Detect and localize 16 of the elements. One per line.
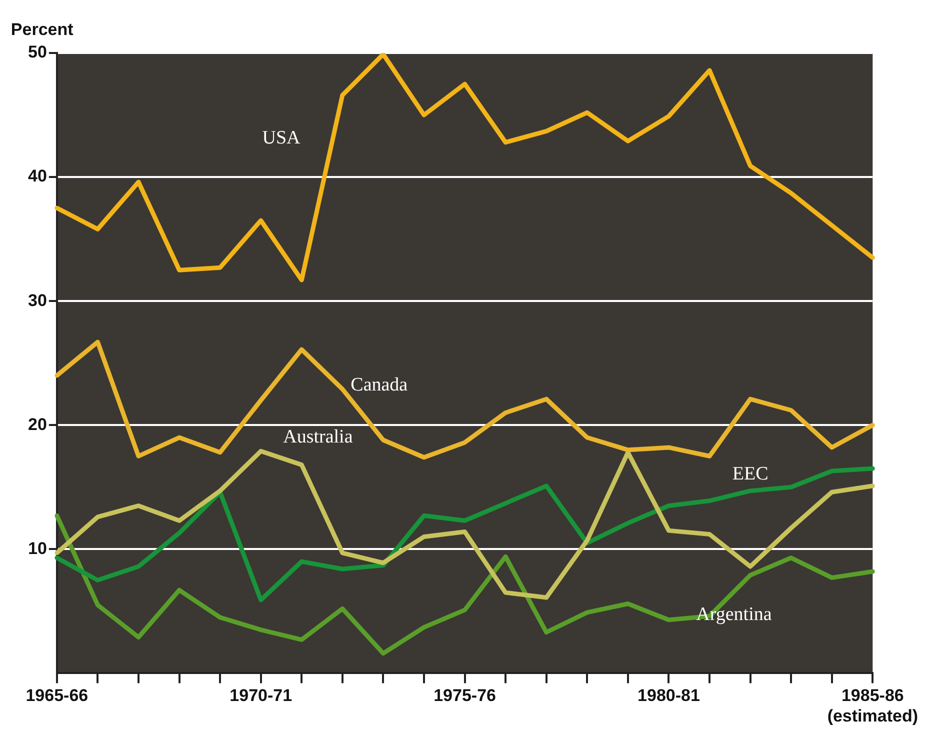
series-label: USA (262, 128, 301, 149)
y-tick-label: 50 (28, 42, 47, 62)
x-tick-label: 1980-81 (638, 686, 700, 706)
x-tick-label: 1970-71 (230, 686, 292, 706)
x-tick-label: 1975-76 (434, 686, 496, 706)
series-label: EEC (732, 464, 768, 485)
y-axis-title: Percent (10, 20, 74, 40)
x-tick-label: 1985-86 (estimated) (827, 686, 918, 726)
y-tick-label: 40 (28, 166, 47, 186)
series-label: Australia (283, 426, 354, 448)
y-tick-label: 30 (28, 290, 47, 310)
series-label: Argentina (696, 604, 772, 625)
y-tick-label: 20 (28, 414, 47, 434)
x-tick-label: 1965-66 (26, 686, 88, 706)
y-tick-label: 10 (28, 538, 47, 558)
series-label: Canada (350, 374, 408, 396)
